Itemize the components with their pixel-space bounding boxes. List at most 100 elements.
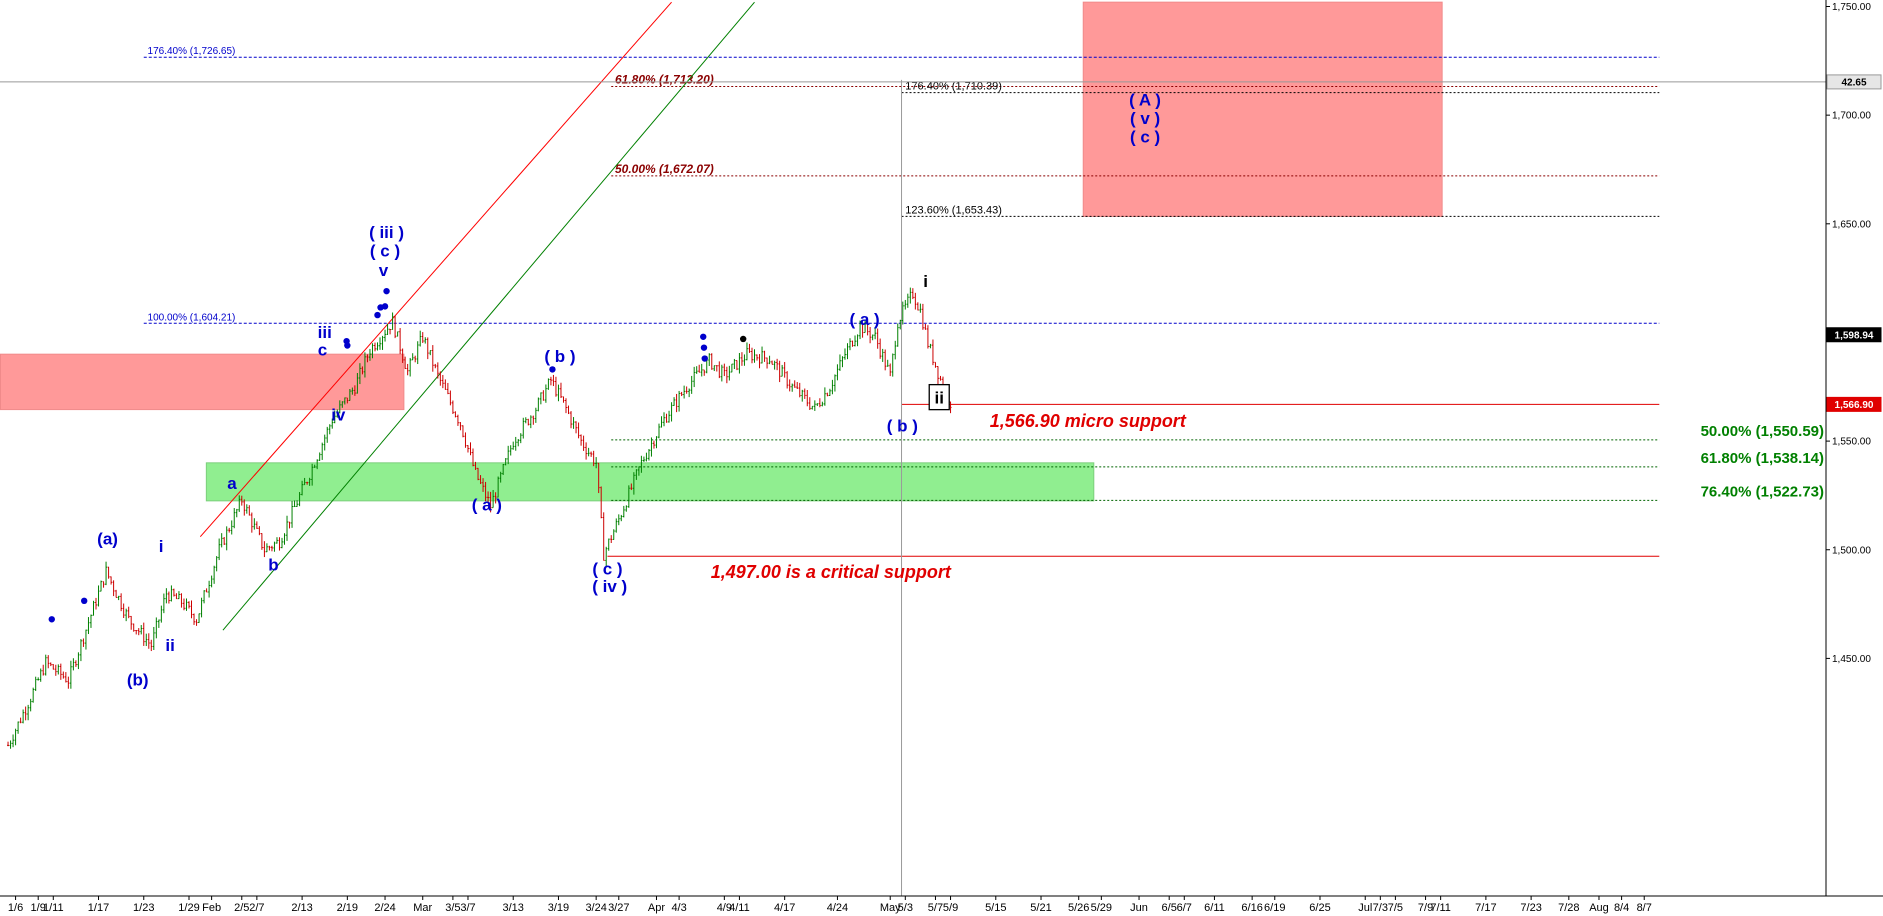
candle <box>32 687 35 703</box>
candle <box>7 741 10 747</box>
candle <box>343 397 346 405</box>
candle <box>167 591 170 604</box>
candle <box>808 397 811 411</box>
wave-dot-marker <box>344 342 351 349</box>
candle <box>901 301 904 325</box>
candle <box>454 411 457 418</box>
candle <box>494 492 497 504</box>
candle <box>753 349 756 363</box>
x-tick-label: 6/19 <box>1264 902 1285 914</box>
candle <box>622 505 625 518</box>
candle <box>255 521 258 529</box>
candle <box>921 303 924 330</box>
x-tick-label: 1/11 <box>43 902 64 914</box>
x-tick-label: 8/7 <box>1637 902 1652 914</box>
candle <box>117 595 120 601</box>
candle <box>152 626 155 651</box>
candle <box>539 392 542 405</box>
candle <box>245 504 248 514</box>
candle <box>341 401 344 408</box>
x-tick-label: 3/24 <box>585 902 606 914</box>
level-123-60-label: 123.60% (1,653.43) <box>905 204 1002 216</box>
candle <box>590 451 593 457</box>
candles-layer <box>7 287 952 749</box>
candle <box>235 508 238 518</box>
candle <box>655 436 658 449</box>
fib-76-40-label: 76.40% (1,522.73) <box>1701 483 1824 500</box>
candle <box>384 329 387 342</box>
candle <box>54 664 57 676</box>
x-tick-label: 3/19 <box>548 902 569 914</box>
candle <box>233 508 236 529</box>
candle <box>577 422 580 439</box>
candle <box>371 343 374 359</box>
zones-layer <box>0 1 1443 502</box>
candle <box>426 337 429 360</box>
candle <box>720 364 723 382</box>
candle <box>939 375 942 381</box>
x-tick-label: 8/4 <box>1614 902 1629 914</box>
markers-layer <box>48 287 747 623</box>
candle <box>477 467 480 481</box>
candle <box>507 445 510 465</box>
wave-label: ( b ) <box>544 347 575 366</box>
candle <box>718 361 721 379</box>
candle <box>803 388 806 399</box>
candle <box>544 384 547 403</box>
candle <box>306 481 309 485</box>
candle <box>288 521 291 529</box>
x-tick-label: 3/27 <box>608 902 629 914</box>
trend-line-red[interactable] <box>199 1 672 538</box>
candle <box>401 348 404 363</box>
candle <box>180 593 183 608</box>
candle <box>680 391 683 397</box>
candle <box>524 417 527 424</box>
candle <box>436 362 439 379</box>
candle <box>673 397 676 406</box>
candle <box>828 388 831 397</box>
x-tick-label: Feb <box>202 902 221 914</box>
candle <box>851 340 854 347</box>
x-tick-label: 6/11 <box>1204 902 1225 914</box>
candle <box>911 288 914 300</box>
candle <box>92 600 95 616</box>
candle <box>291 501 294 528</box>
candle <box>934 361 937 368</box>
candle <box>238 495 241 512</box>
candle <box>449 390 452 406</box>
candle <box>668 410 671 423</box>
wave-dot-marker <box>549 366 556 373</box>
candle <box>783 362 786 378</box>
candle <box>831 379 834 395</box>
candle <box>59 663 62 680</box>
wave-label: ( b ) <box>887 416 918 435</box>
x-tick-label: 6/7 <box>1177 902 1192 914</box>
candle <box>647 449 650 461</box>
candle <box>72 658 75 671</box>
candle <box>554 376 557 397</box>
candle <box>301 480 304 496</box>
x-tick-label: 3/5 <box>445 902 460 914</box>
candle <box>157 619 160 628</box>
candle <box>205 588 208 593</box>
candle <box>57 664 60 675</box>
candle <box>580 434 583 446</box>
candle <box>660 416 663 428</box>
candle <box>854 335 857 347</box>
x-tick-label: 7/23 <box>1520 902 1541 914</box>
trend-line-green[interactable] <box>222 1 755 631</box>
candle <box>876 328 879 349</box>
wave-label: a <box>227 474 237 493</box>
wave-label: ( c ) <box>1130 127 1160 146</box>
x-tick-label: 4/3 <box>671 902 686 914</box>
candle <box>396 331 399 337</box>
candle <box>419 330 422 347</box>
candle <box>725 366 728 384</box>
x-tick-label: Jul <box>1358 902 1372 914</box>
candle <box>147 633 150 649</box>
candle <box>791 383 794 392</box>
zone-1 <box>205 462 1095 502</box>
candle <box>532 415 535 425</box>
x-tick-label: 6/25 <box>1309 902 1330 914</box>
